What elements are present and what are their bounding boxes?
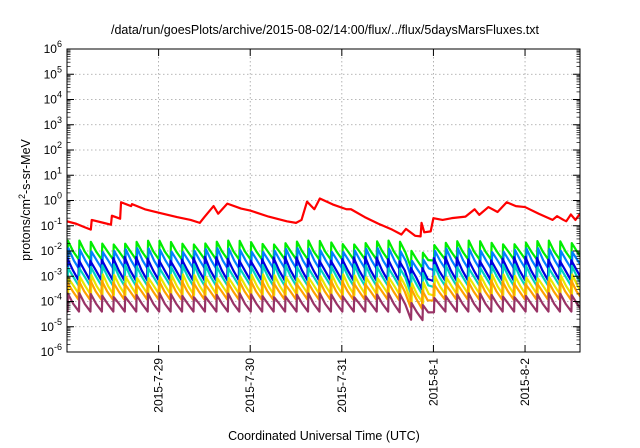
series-line-8 bbox=[67, 292, 580, 322]
x-tick-label: 2015-8-1 bbox=[426, 358, 440, 406]
series-line-2 bbox=[67, 239, 580, 270]
chart-title: /data/run/goesPlots/archive/2015-08-02/1… bbox=[111, 23, 540, 37]
x-tick-label: 2015-7-29 bbox=[152, 358, 166, 413]
y-axis-title: protons/cm2-s-sr-MeV bbox=[17, 138, 33, 260]
series-line-5 bbox=[67, 263, 580, 296]
series-line-4 bbox=[67, 255, 580, 291]
x-tick-label: 2015-7-30 bbox=[243, 358, 257, 413]
data-series bbox=[67, 197, 580, 322]
axis-ticks: 10-610-510-410-310-210-11001011021031041… bbox=[41, 39, 580, 413]
series-line-1 bbox=[67, 197, 580, 238]
x-tick-label: 2015-8-2 bbox=[518, 358, 532, 406]
x-axis-title: Coordinated Universal Time (UTC) bbox=[228, 429, 420, 443]
y-axis-title-text: protons/cm2-s-sr-MeV bbox=[17, 138, 33, 260]
series-line-7 bbox=[67, 278, 580, 310]
x-tick-label: 2015-7-31 bbox=[335, 358, 349, 413]
